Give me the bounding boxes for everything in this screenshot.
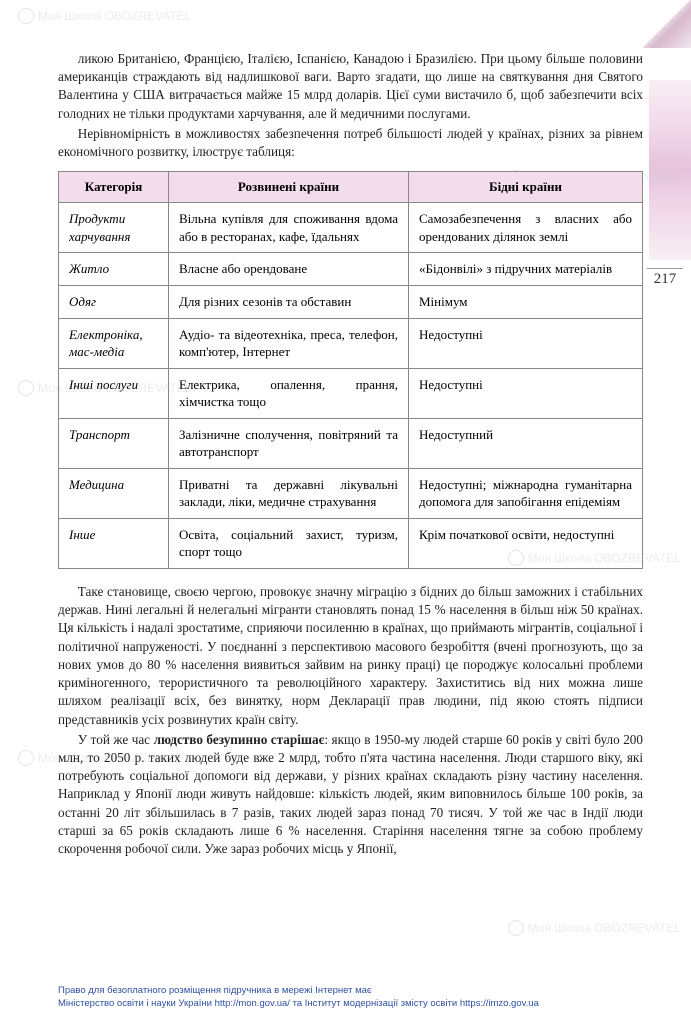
table-row: Електроніка, мас-медіа Аудіо- та відеоте… [59,318,643,368]
paragraph-1: ликою Британією, Францією, Італією, Іспа… [58,50,643,123]
cell-developed: Електрика, опалення, прання, хімчистка т… [169,368,409,418]
cell-category: Одяг [59,285,169,318]
cell-poor: «Бідонвілі» з підручних матеріалів [409,253,643,286]
cell-developed: Приватні та державні лікувальні заклади,… [169,468,409,518]
para4-pre: У той же час [78,732,154,747]
cell-developed: Освіта, соціальний захист, туризм, спорт… [169,518,409,568]
cell-developed: Власне або орендоване [169,253,409,286]
cell-poor: Недоступний [409,418,643,468]
cell-poor: Самозабезпечення з власних або орендован… [409,203,643,253]
cell-developed: Залізничне сполучення, повітряний та авт… [169,418,409,468]
cell-category: Медицина [59,468,169,518]
page-content: ликою Британією, Францією, Італією, Іспа… [0,0,691,880]
table-row: Інші послуги Електрика, опалення, прання… [59,368,643,418]
table-row: Житло Власне або орендоване «Бідонвілі» … [59,253,643,286]
cell-developed: Аудіо- та відеотехніка, преса, телефон, … [169,318,409,368]
comparison-table: Категорія Розвинені країни Бідні країни … [58,171,643,569]
cell-poor: Недоступні [409,318,643,368]
table-row: Транспорт Залізничне сполучення, повітря… [59,418,643,468]
cell-category: Інші послуги [59,368,169,418]
para4-bold: людство безупинно старішає [154,732,325,747]
footer-line-2: Міністерство освіти і науки України http… [58,998,643,1010]
cell-poor: Недоступні [409,368,643,418]
footer-line-1: Право для безоплатного розміщення підруч… [58,985,643,997]
cell-category: Інше [59,518,169,568]
cell-poor: Крім початкової освіти, недоступні [409,518,643,568]
col-header-developed: Розвинені країни [169,172,409,203]
cell-developed: Для різних сезонів та обставин [169,285,409,318]
cell-category: Житло [59,253,169,286]
paragraph-2: Нерівномірність в можливостях забезпечен… [58,125,643,161]
cell-developed: Вільна купівля для споживання вдома або … [169,203,409,253]
paragraph-4: У той же час людство безупинно старішає:… [58,731,643,859]
cell-category: Електроніка, мас-медіа [59,318,169,368]
cell-poor: Мінімум [409,285,643,318]
table-row: Продукти харчування Вільна купівля для с… [59,203,643,253]
col-header-category: Категорія [59,172,169,203]
table-row: Одяг Для різних сезонів та обставин Міні… [59,285,643,318]
para4-post: : якщо в 1950-му людей старше 60 років у… [58,732,643,856]
table-row: Медицина Приватні та державні лікувальні… [59,468,643,518]
cell-category: Продукти харчування [59,203,169,253]
paragraph-3: Таке становище, своєю чергою, провокує з… [58,583,643,729]
col-header-poor: Бідні країни [409,172,643,203]
footer-attribution: Право для безоплатного розміщення підруч… [58,985,643,1010]
cell-poor: Недоступні; міжнародна гуманітарна допом… [409,468,643,518]
cell-category: Транспорт [59,418,169,468]
watermark: Моя Школа OBOZREVATEL [508,920,681,936]
table-header-row: Категорія Розвинені країни Бідні країни [59,172,643,203]
table-row: Інше Освіта, соціальний захист, туризм, … [59,518,643,568]
